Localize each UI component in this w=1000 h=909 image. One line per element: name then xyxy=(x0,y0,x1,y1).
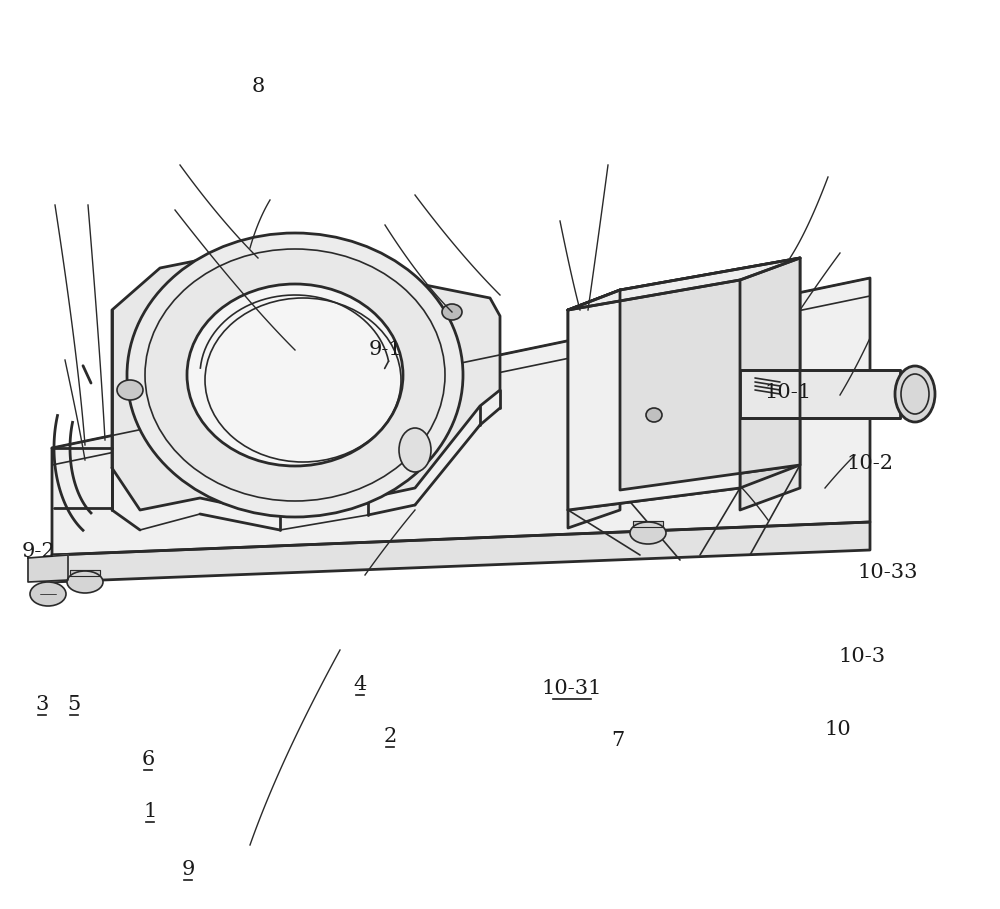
Text: 4: 4 xyxy=(353,675,367,694)
Ellipse shape xyxy=(145,249,445,501)
Ellipse shape xyxy=(630,522,666,544)
Text: 6: 6 xyxy=(141,750,155,768)
Polygon shape xyxy=(620,258,800,490)
Text: 5: 5 xyxy=(67,695,81,714)
Ellipse shape xyxy=(895,366,935,422)
Text: 9-2: 9-2 xyxy=(21,543,55,561)
Polygon shape xyxy=(633,521,663,527)
Text: 10-33: 10-33 xyxy=(858,564,918,582)
Ellipse shape xyxy=(646,408,662,422)
Polygon shape xyxy=(28,555,68,582)
Polygon shape xyxy=(568,280,740,510)
Text: 7: 7 xyxy=(611,732,625,750)
Text: 9-1: 9-1 xyxy=(368,341,402,359)
Polygon shape xyxy=(740,370,900,418)
Ellipse shape xyxy=(399,428,431,472)
Polygon shape xyxy=(568,290,620,528)
Polygon shape xyxy=(112,250,500,515)
Polygon shape xyxy=(740,258,800,510)
Ellipse shape xyxy=(442,304,462,320)
Polygon shape xyxy=(70,570,100,576)
Text: 10-31: 10-31 xyxy=(542,679,602,697)
Text: 10: 10 xyxy=(825,721,851,739)
Text: 10-3: 10-3 xyxy=(838,647,886,665)
Ellipse shape xyxy=(67,571,103,593)
Text: 2: 2 xyxy=(383,727,397,745)
Ellipse shape xyxy=(30,582,66,606)
Polygon shape xyxy=(52,278,870,555)
Text: 10-1: 10-1 xyxy=(764,384,812,402)
Text: 1: 1 xyxy=(143,803,157,821)
Ellipse shape xyxy=(117,380,143,400)
Polygon shape xyxy=(52,522,870,582)
Ellipse shape xyxy=(127,233,463,517)
Polygon shape xyxy=(568,258,800,310)
Polygon shape xyxy=(568,258,800,310)
Ellipse shape xyxy=(187,284,403,466)
Text: 8: 8 xyxy=(251,77,265,95)
Polygon shape xyxy=(568,465,800,510)
Text: 10-2: 10-2 xyxy=(846,454,894,473)
Text: 3: 3 xyxy=(35,695,49,714)
Text: 9: 9 xyxy=(181,860,195,878)
